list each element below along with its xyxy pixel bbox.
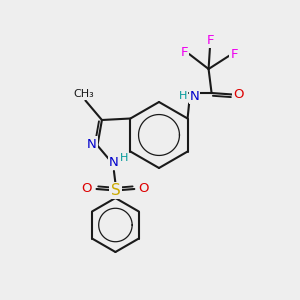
Text: N: N <box>109 156 119 169</box>
Text: N: N <box>190 89 200 103</box>
Text: N: N <box>87 137 97 151</box>
Text: S: S <box>110 183 120 198</box>
Text: F: F <box>230 47 238 61</box>
Text: O: O <box>139 182 149 196</box>
Text: H: H <box>120 153 129 164</box>
Text: F: F <box>181 46 188 59</box>
Text: O: O <box>233 88 244 101</box>
Text: CH₃: CH₃ <box>74 89 94 100</box>
Text: O: O <box>82 182 92 196</box>
Text: F: F <box>206 34 214 47</box>
Text: H: H <box>179 91 187 101</box>
